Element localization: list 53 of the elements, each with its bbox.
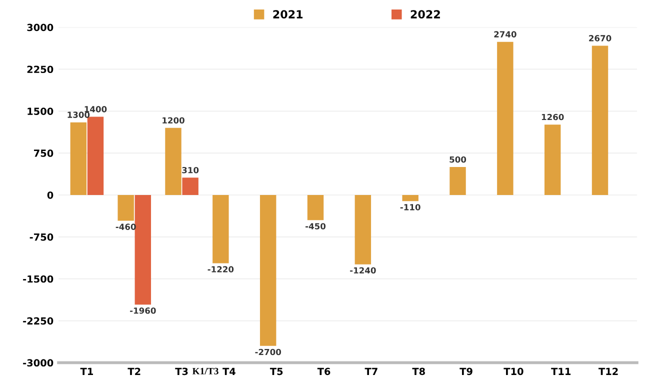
- x-tick-label: T10: [504, 368, 524, 376]
- y-tick-label: 0: [47, 191, 54, 199]
- bar: [182, 178, 198, 195]
- x-tick-label: T5: [270, 368, 283, 376]
- x-tick-label: T7: [364, 368, 378, 375]
- bar: [87, 116, 104, 195]
- y-tick-label: -750: [30, 233, 54, 241]
- data-label: -2700: [255, 348, 282, 356]
- x-tick-label: T1: [80, 368, 93, 375]
- data-label: 1200: [162, 117, 184, 124]
- bar: [402, 195, 418, 202]
- bar: [70, 122, 87, 195]
- x-tick-label: T9: [460, 368, 472, 376]
- y-tick-label: -2250: [23, 317, 54, 325]
- x-tick-label: T11: [551, 368, 571, 375]
- bar: [544, 124, 561, 195]
- bar: [354, 195, 372, 264]
- data-label: -450: [306, 223, 326, 230]
- data-label: -1960: [130, 307, 156, 314]
- x-tick-label: T4: [222, 368, 236, 375]
- bar: [165, 128, 182, 195]
- text: K1/T3: [192, 368, 218, 374]
- x-tick-label: T8: [412, 368, 425, 376]
- legend-label: 2022: [410, 10, 440, 18]
- data-label: 310: [182, 166, 199, 174]
- bar: [307, 195, 324, 220]
- data-label: 2740: [494, 31, 516, 38]
- data-label: 500: [450, 156, 466, 163]
- bar: [592, 46, 608, 195]
- y-tick-label: 750: [34, 150, 54, 157]
- bar: [497, 42, 514, 195]
- y-tick-label: 2250: [27, 66, 54, 74]
- y-tick-label: 3000: [27, 24, 54, 32]
- data-label: 1260: [542, 114, 564, 120]
- data-label: -1240: [350, 267, 376, 274]
- bar: [212, 195, 229, 264]
- x-tick-label: T6: [317, 368, 330, 376]
- x-tick-label: T2: [128, 368, 140, 375]
- bar: [134, 195, 152, 305]
- x-tick-label: T3: [175, 368, 188, 376]
- y-tick-label: 1500: [28, 108, 54, 115]
- legend-label: 2021: [273, 10, 303, 18]
- data-label: 1400: [84, 106, 107, 112]
- data-label: 2670: [589, 35, 612, 42]
- y-tick-label: -3000: [23, 359, 54, 367]
- data-label: -110: [400, 204, 420, 210]
- bar: [260, 195, 276, 346]
- x-tick-label: T12: [598, 368, 618, 375]
- data-label: 1300: [68, 112, 90, 118]
- data-label: -1220: [208, 266, 234, 272]
- bar: [450, 167, 466, 195]
- bar: [118, 195, 134, 221]
- y-tick-label: -1500: [23, 275, 54, 283]
